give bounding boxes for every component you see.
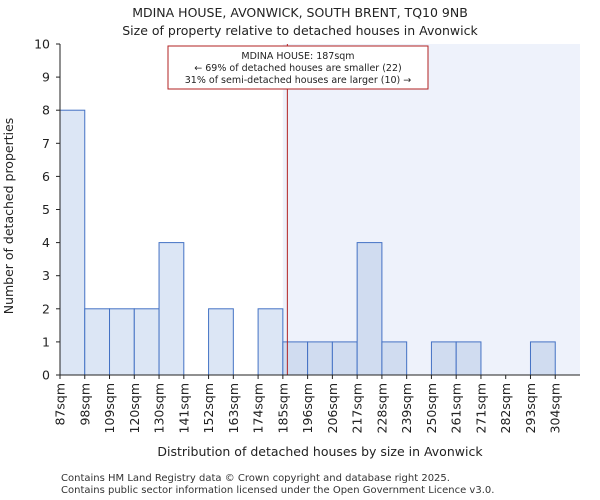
y-tick-label: 1 [42, 334, 50, 349]
bar-217sqm [356, 242, 383, 376]
y-axis-ticks: 0 1 2 3 4 5 6 7 8 9 10 [34, 37, 60, 383]
x-tick-label: 141sqm [176, 383, 191, 433]
y-tick-label: 7 [42, 136, 50, 151]
bar-109sqm [109, 308, 135, 376]
footer-line-2: Contains public sector information licen… [61, 485, 495, 496]
x-axis-ticks: 87sqm 98sqm 109sqm 120sqm 130sqm 141sqm 152sqm… [53, 375, 563, 433]
x-axis-label: Distribution of detached houses by size … [157, 444, 483, 459]
bar-185sqm [282, 341, 309, 376]
y-axis-label: Number of detached properties [1, 118, 16, 315]
x-tick-label: 152sqm [201, 383, 216, 433]
y-tick-label: 9 [42, 70, 50, 85]
x-tick-label: 304sqm [548, 383, 563, 433]
annotation-line-1: MDINA HOUSE: 187sqm [241, 51, 354, 62]
x-tick-label: 98sqm [77, 383, 92, 426]
x-tick-label: 163sqm [226, 383, 241, 433]
y-tick-label: 2 [42, 301, 50, 316]
annotation-box: MDINA HOUSE: 187sqm ← 69% of detached ho… [167, 45, 429, 90]
x-tick-label: 217sqm [350, 383, 365, 433]
y-tick-label: 8 [42, 103, 50, 118]
x-tick-label: 130sqm [152, 383, 167, 433]
bars-group [59, 109, 556, 376]
y-tick-label: 10 [34, 37, 50, 52]
x-tick-label: 271sqm [473, 383, 488, 433]
bar-174sqm [257, 308, 284, 376]
bar-293sqm [529, 341, 556, 376]
x-tick-label: 239sqm [399, 383, 414, 433]
annotation-frame [167, 45, 429, 90]
y-tick-label: 3 [42, 268, 50, 283]
bar-196sqm [307, 341, 333, 376]
x-tick-label: 282sqm [498, 383, 513, 433]
footer-line-1: Contains HM Land Registry data © Crown c… [61, 473, 450, 484]
bar-87sqm [59, 109, 86, 376]
annotation-line-3: 31% of semi-detached houses are larger (… [185, 75, 412, 86]
y-tick-label: 4 [42, 235, 50, 250]
x-tick-label: 293sqm [523, 383, 538, 433]
x-tick-label: 109sqm [102, 383, 117, 433]
x-tick-label: 228sqm [374, 383, 389, 433]
bar-261sqm [455, 341, 482, 376]
bar-120sqm [133, 308, 160, 376]
bar-152sqm [208, 308, 234, 376]
x-tick-label: 250sqm [424, 383, 439, 433]
y-tick-label: 5 [42, 202, 50, 217]
bar-98sqm [84, 308, 111, 376]
bar-228sqm [381, 341, 408, 376]
x-tick-label: 87sqm [53, 383, 68, 426]
chart-subtitle: Size of property relative to detached ho… [122, 23, 478, 38]
y-tick-label: 0 [42, 368, 50, 383]
y-tick-label: 6 [42, 169, 50, 184]
x-tick-label: 120sqm [127, 383, 142, 433]
annotation-line-2: ← 69% of detached houses are smaller (22… [194, 63, 401, 74]
bar-130sqm [158, 242, 185, 376]
x-tick-label: 206sqm [325, 383, 340, 433]
chart-title: MDINA HOUSE, AVONWICK, SOUTH BRENT, TQ10… [132, 5, 468, 20]
x-tick-label: 196sqm [300, 383, 315, 433]
bar-250sqm [430, 341, 457, 376]
bar-206sqm [331, 341, 358, 376]
larger-properties-region [282, 44, 580, 375]
x-tick-label: 261sqm [449, 383, 464, 433]
x-tick-label: 185sqm [275, 383, 290, 433]
x-tick-label: 174sqm [251, 383, 266, 433]
